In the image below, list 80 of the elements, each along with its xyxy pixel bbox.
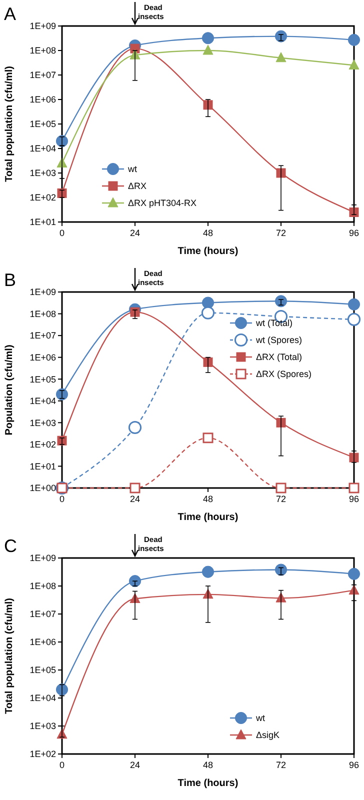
legend-label: wt	[255, 713, 266, 724]
x-tick-label: 0	[59, 494, 65, 504]
y-tick-label: 1E+04	[30, 144, 56, 154]
y-tick-label: 1E+06	[30, 352, 56, 362]
x-tick-label: 48	[202, 760, 214, 770]
x-tick-label: 72	[276, 494, 286, 504]
point	[276, 52, 286, 62]
chart-title: B	[4, 270, 16, 290]
y-tick-label: 1E+09	[30, 287, 56, 298]
legend-label: ΔRX	[128, 181, 147, 192]
point	[57, 188, 67, 198]
y-tick-label: 1E+07	[30, 609, 56, 620]
point	[202, 44, 214, 55]
y-tick-label: 1E+08	[30, 46, 56, 56]
y-tick-label: 1E+01	[30, 217, 56, 228]
point	[348, 482, 360, 494]
point	[348, 568, 360, 580]
chart-title: C	[4, 536, 17, 556]
x-axis-title: Time (hours)	[178, 246, 238, 257]
y-axis-title: Total population (cfu/ml)	[4, 66, 15, 182]
point	[202, 432, 214, 444]
x-axis-title: Time (hours)	[178, 778, 238, 789]
point	[348, 60, 360, 70]
y-axis-title: Total population (cfu/ml)	[4, 598, 15, 714]
y-tick-label: 1E+09	[30, 553, 56, 564]
point	[201, 306, 215, 320]
y-tick-label: 1E+05	[30, 374, 56, 384]
x-tick-label: 96	[348, 494, 360, 504]
y-tick-label: 1E+02	[30, 192, 56, 203]
y-tick-label: 1E+05	[30, 665, 56, 676]
x-tick-label: 96	[348, 228, 360, 238]
y-tick-label: 1E+03	[30, 721, 56, 732]
x-tick-label: 72	[276, 228, 286, 238]
legend-label: wt (Spores)	[255, 335, 302, 346]
x-tick-label: 72	[276, 760, 286, 770]
y-tick-label: 1E+00	[30, 483, 56, 494]
x-tick-label: 24	[130, 228, 140, 238]
point	[128, 420, 142, 434]
y-axis-title: Population (cfu/ml)	[4, 344, 15, 436]
y-tick-label: 1E+04	[30, 396, 56, 406]
point	[56, 684, 68, 696]
point	[348, 34, 360, 46]
y-tick-label: 1E+04	[30, 693, 56, 704]
legend-label: ΔRX (Total)	[256, 352, 302, 362]
x-tick-label: 48	[202, 228, 214, 238]
point	[348, 298, 360, 310]
y-tick-label: 1E+08	[30, 308, 56, 319]
point	[56, 388, 68, 400]
x-tick-label: 96	[348, 760, 360, 770]
y-tick-label: 1E+03	[30, 418, 56, 428]
y-tick-label: 1E+06	[30, 94, 56, 105]
y-tick-label: 1E+09	[30, 21, 56, 32]
y-tick-label: 1E+07	[30, 330, 56, 341]
point	[130, 482, 140, 494]
legend-label: wt (Total)	[255, 318, 293, 328]
point	[202, 296, 214, 309]
x-tick-label: 24	[130, 760, 140, 770]
x-tick-label: 48	[202, 494, 214, 504]
y-tick-label: 1E+02	[30, 749, 56, 760]
point	[347, 312, 361, 326]
point	[276, 482, 286, 494]
point	[57, 436, 67, 446]
point	[202, 32, 214, 44]
legend-label: wt	[127, 164, 138, 174]
legend-label: ΔsigK	[256, 730, 280, 740]
x-tick-label: 0	[59, 228, 65, 238]
x-axis-title: Time (hours)	[178, 512, 238, 523]
y-tick-label: 1E+06	[30, 637, 56, 648]
y-tick-label: 1E+05	[30, 119, 56, 130]
y-tick-label: 1E+03	[30, 168, 56, 178]
y-tick-label: 1E+07	[30, 70, 56, 80]
y-tick-label: 1E+01	[30, 461, 56, 472]
point	[202, 566, 214, 578]
y-tick-label: 1E+02	[30, 440, 56, 450]
legend-label: ΔRX pHT304-RX	[128, 198, 197, 208]
x-tick-label: 24	[130, 494, 140, 504]
x-tick-label: 0	[59, 760, 65, 770]
y-tick-label: 1E+08	[30, 581, 56, 592]
legend-label: ΔRX (Spores)	[256, 369, 312, 380]
chart-title: A	[4, 4, 16, 24]
